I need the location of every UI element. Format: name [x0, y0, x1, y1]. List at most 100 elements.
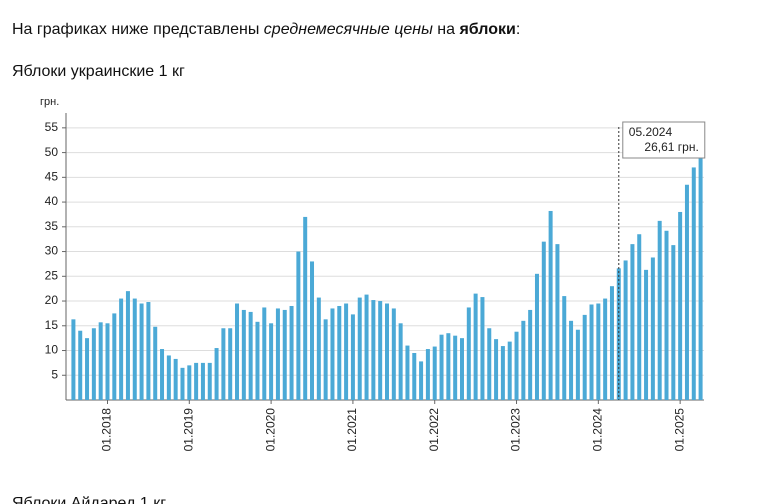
bar — [350, 314, 355, 400]
intro-text: на — [433, 21, 460, 38]
bar — [194, 362, 199, 400]
bar — [385, 303, 389, 400]
bar — [459, 338, 464, 400]
bar — [412, 352, 417, 400]
bar — [316, 297, 321, 400]
bar — [391, 308, 396, 400]
x-tick-label: 01.2019 — [181, 408, 195, 452]
bar — [589, 304, 594, 400]
bar — [487, 328, 492, 400]
y-tick-label: 15 — [45, 318, 59, 332]
intro-text: : — [516, 21, 520, 38]
y-tick-label: 35 — [45, 219, 59, 233]
bar — [139, 303, 144, 400]
bar — [153, 326, 158, 400]
bar — [678, 211, 683, 400]
y-tick-label: 20 — [45, 293, 59, 307]
bar — [541, 241, 546, 400]
bar — [473, 293, 478, 400]
bar — [432, 346, 437, 400]
bar — [609, 286, 614, 400]
bar — [528, 309, 533, 400]
bar — [630, 244, 635, 400]
bar — [98, 322, 103, 400]
bar — [146, 302, 151, 400]
bar — [248, 311, 253, 400]
bar — [698, 157, 703, 400]
intro: На графиках ниже представлены среднемеся… — [12, 21, 520, 38]
y-tick-label: 5 — [51, 367, 58, 381]
bar — [235, 303, 240, 400]
bar — [405, 345, 410, 400]
bar — [446, 333, 451, 400]
bar — [214, 348, 219, 400]
bar — [310, 261, 315, 400]
bar — [657, 220, 662, 400]
bar — [262, 307, 267, 400]
bar — [569, 320, 574, 400]
bar — [439, 334, 444, 400]
bar — [71, 319, 76, 400]
tooltip-value: 26,61 грн. — [644, 140, 698, 154]
bar — [357, 297, 362, 400]
x-tick-label: 01.2023 — [509, 408, 523, 452]
bar — [603, 298, 608, 400]
bar — [500, 346, 505, 400]
bar — [575, 329, 580, 400]
bar — [521, 320, 526, 400]
bar — [221, 328, 226, 400]
intro-text: На графиках ниже представлены — [12, 21, 264, 38]
bar — [371, 300, 376, 400]
bar — [664, 230, 669, 400]
bar — [582, 314, 587, 400]
x-tick-label: 01.2024 — [591, 408, 605, 452]
bar — [514, 331, 519, 400]
bar — [241, 309, 246, 400]
bar — [398, 323, 403, 400]
bar — [691, 167, 696, 400]
bar — [85, 338, 90, 400]
bar — [637, 234, 642, 400]
bar — [303, 216, 308, 400]
bar — [425, 349, 430, 400]
x-tick-label: 01.2021 — [345, 408, 359, 452]
bar — [78, 330, 83, 400]
bar — [282, 309, 287, 400]
y-tick-label: 40 — [45, 194, 59, 208]
bar — [125, 291, 130, 400]
x-tick-label: 01.2020 — [263, 408, 277, 452]
bar — [132, 298, 137, 400]
y-tick-label: 45 — [45, 169, 59, 183]
bar — [180, 367, 185, 400]
bar — [160, 349, 165, 400]
bar — [173, 358, 178, 400]
bar — [228, 328, 233, 400]
x-tick-label: 01.2025 — [672, 408, 686, 452]
bar — [207, 362, 212, 400]
bar — [275, 308, 280, 400]
bar — [644, 269, 649, 400]
bar — [105, 323, 110, 400]
intro-bold: яблоки — [458, 21, 515, 38]
bar — [562, 296, 567, 400]
y-axis-label: грн. — [40, 96, 59, 108]
bar — [650, 257, 655, 400]
next-heading: Яблоки Айдаред 1 кг — [12, 495, 166, 504]
bar — [255, 321, 260, 400]
bar — [378, 301, 383, 400]
bar — [616, 268, 621, 400]
bar — [330, 308, 335, 400]
x-tick-label: 01.2022 — [427, 408, 441, 452]
y-tick-label: 50 — [45, 145, 59, 159]
bar — [344, 303, 349, 400]
tooltip-date: 05.2024 — [629, 125, 673, 139]
bar — [623, 260, 628, 400]
bar — [296, 251, 301, 400]
bar — [200, 362, 205, 400]
bar — [555, 244, 560, 400]
bar — [480, 297, 485, 400]
bar — [187, 365, 192, 400]
bar — [596, 303, 601, 400]
